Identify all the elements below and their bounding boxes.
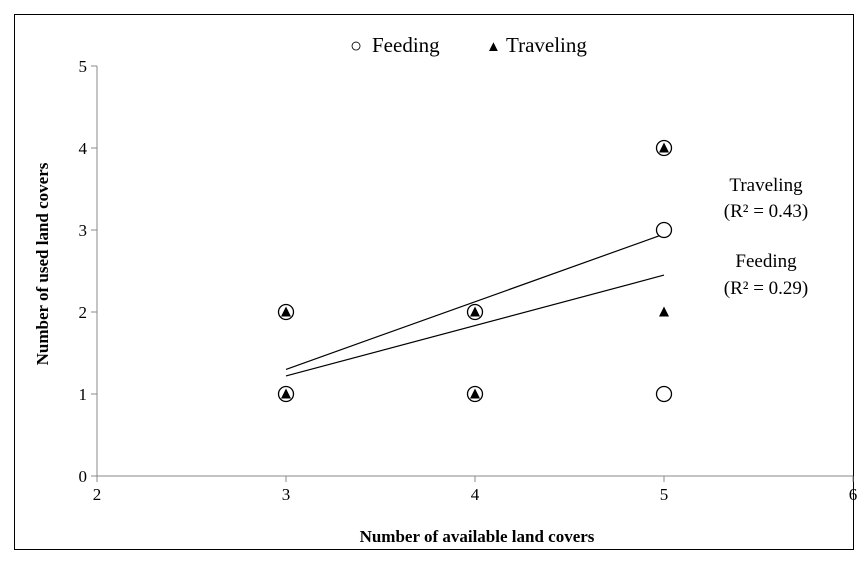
x-tick-label: 6 [849,485,858,504]
axes: 0 1 2 3 4 5 2 3 4 5 6 [79,57,858,504]
y-tick-label: 3 [79,221,88,240]
y-tick-label: 0 [79,467,88,486]
traveling-point [281,306,291,317]
legend-feeding-symbol: ○ [350,35,362,57]
traveling-point [470,388,480,399]
y-tick-label: 1 [79,385,88,404]
trendlines [285,233,665,377]
x-tick-label: 5 [660,485,669,504]
traveling-point [281,388,291,399]
y-tick-label: 4 [79,139,88,158]
feeding-point [655,221,673,239]
legend-traveling-symbol: ▲ [486,39,501,55]
x-axis-label: Number of available land covers [360,527,595,546]
x-tick-label: 4 [471,485,480,504]
chart-frame [14,14,854,550]
y-axis-label: Number of used land covers [33,162,52,365]
traveling-annotation-r2: (R² = 0.43) [724,201,809,222]
feeding-trendline [285,274,665,377]
feeding-annotation-r2: (R² = 0.29) [724,278,809,299]
traveling-point [659,306,669,317]
y-tick-label: 5 [79,57,88,76]
traveling-point [659,142,669,153]
traveling-trendline [285,233,665,370]
feeding-point [655,385,673,403]
legend-traveling-label: Traveling [506,33,587,57]
traveling-point [470,306,480,317]
x-tick-label: 2 [93,485,102,504]
x-tick-label: 3 [282,485,291,504]
traveling-annotation-name: Traveling [729,175,803,196]
data-points [277,139,673,403]
labels: Number of available land covers Number o… [33,33,808,546]
legend-feeding-label: Feeding [372,33,440,57]
y-tick-label: 2 [79,303,88,322]
feeding-annotation-name: Feeding [735,251,797,272]
